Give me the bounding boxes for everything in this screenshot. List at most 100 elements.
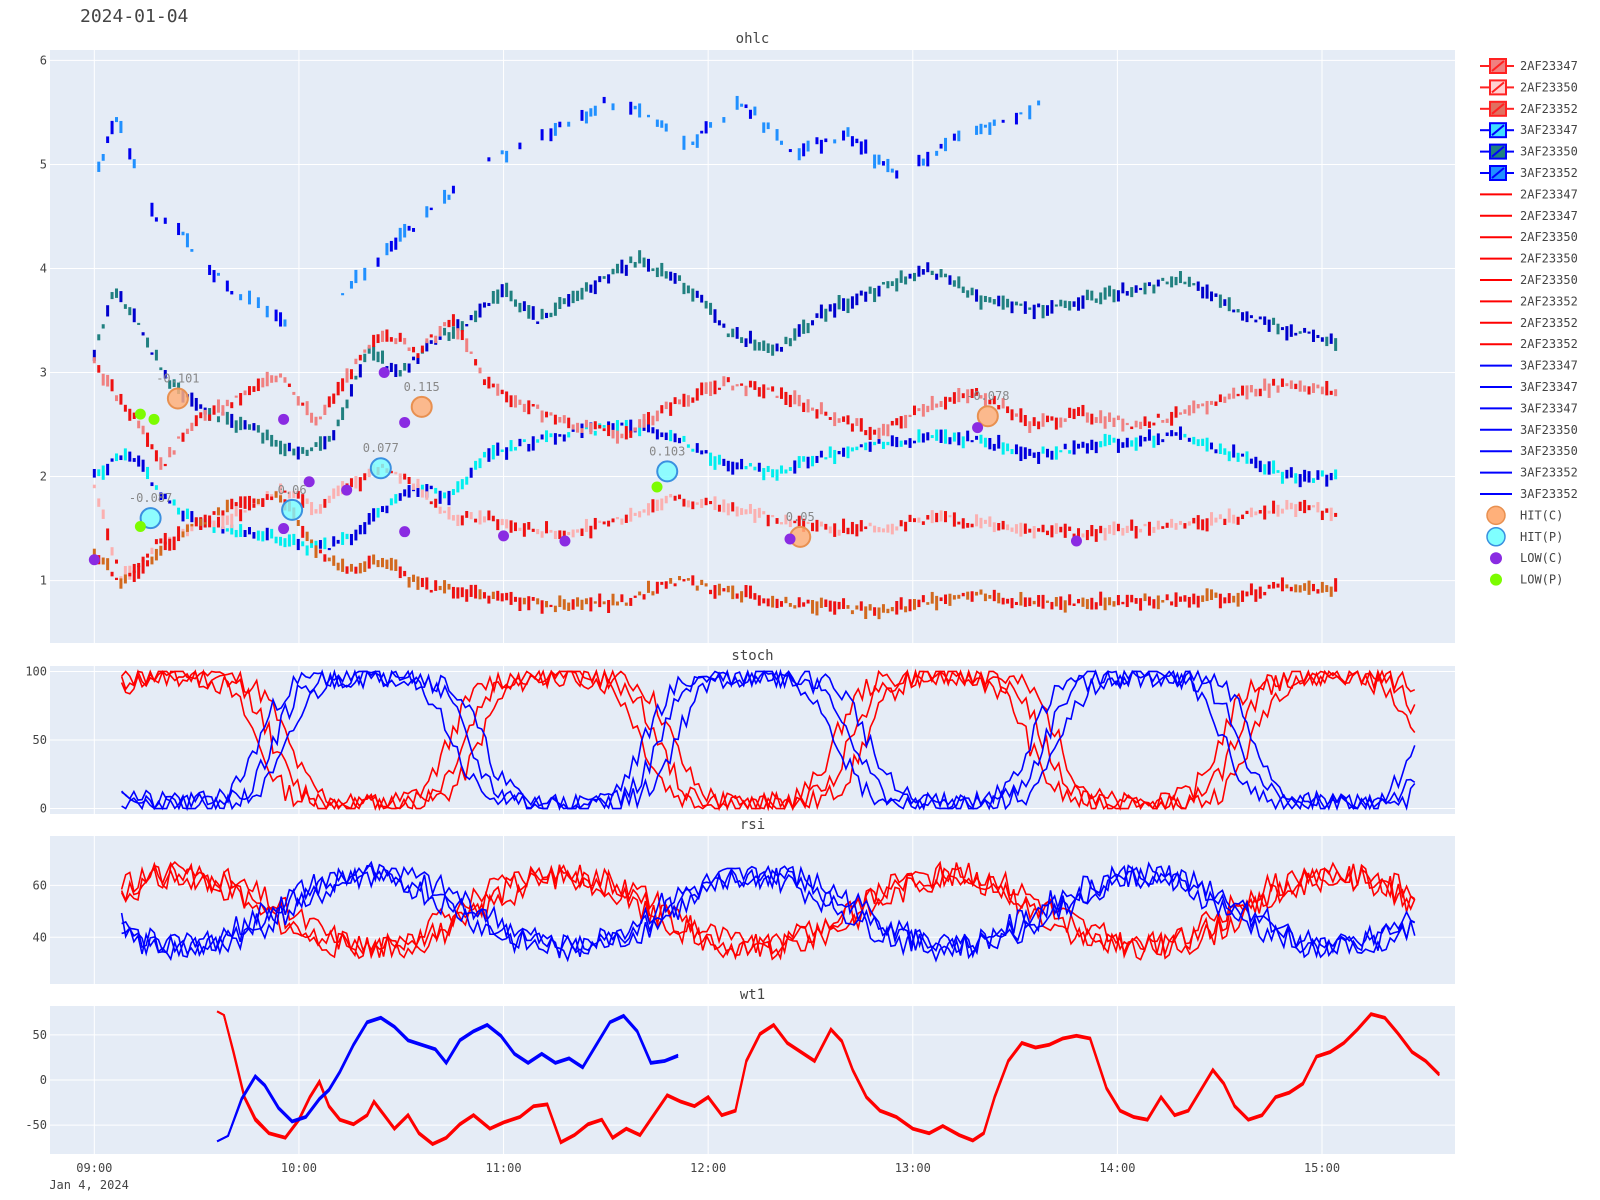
ohlc-bar — [842, 298, 846, 311]
ohlc-bar — [992, 395, 996, 405]
ohlc-bar — [491, 444, 495, 460]
ohlc-bar — [1045, 530, 1049, 536]
x-tick-label: 14:00 — [1099, 1161, 1135, 1175]
ohlc-bar — [1090, 597, 1094, 610]
ohlc-bar — [154, 485, 158, 490]
ohlc-bar — [788, 394, 792, 408]
ohlc-bar — [735, 462, 739, 470]
ohlc-bar — [793, 460, 797, 474]
ohlc-bar — [638, 103, 642, 118]
ohlc-bar — [558, 434, 562, 437]
ohlc-bar — [731, 385, 735, 391]
ohlc-bar — [412, 346, 416, 353]
ohlc-bar — [1063, 443, 1067, 450]
ohlc-bar — [1334, 338, 1338, 351]
ohlc-bar — [975, 125, 979, 135]
ohlc-bar — [1196, 515, 1200, 530]
ohlc-bar — [1334, 512, 1338, 517]
ohlc-bar — [1232, 595, 1236, 603]
ohlc-bar — [775, 598, 779, 609]
ohlc-bar — [212, 405, 216, 415]
ohlc-bar — [1112, 289, 1116, 303]
ohlc-bar — [1320, 386, 1324, 395]
ohlc-bar — [873, 525, 877, 533]
ohlc-bar — [270, 528, 274, 539]
ohlc-bar — [412, 227, 416, 232]
ohlc-bar — [327, 557, 331, 562]
ohlc-bar — [518, 527, 522, 531]
ohlc-bar — [793, 520, 797, 524]
ohlc-bar — [1019, 446, 1023, 462]
ohlc-bar — [859, 418, 863, 432]
ohlc-bar — [1001, 398, 1005, 409]
ohlc-bar — [819, 521, 823, 527]
ohlc-bar — [584, 518, 588, 532]
ohlc-bar — [624, 514, 628, 523]
ohlc-bar — [744, 385, 748, 397]
ohlc-bar — [1249, 315, 1253, 319]
y-tick-label: 0 — [40, 802, 47, 816]
legend-label: LOW(C) — [1520, 551, 1563, 565]
legend-label: 2AF23350 — [1520, 252, 1578, 266]
ohlc-bar — [1258, 586, 1262, 599]
ohlc-bar — [150, 547, 154, 555]
ohlc-bar — [904, 414, 908, 429]
ohlc-bar — [367, 468, 371, 478]
ohlc-bar — [762, 468, 766, 481]
hit-annotation: 0.103 — [649, 444, 685, 458]
ohlc-bar — [1068, 526, 1072, 531]
ohlc-bar — [673, 397, 677, 405]
ohlc-bar — [864, 139, 868, 154]
legend-item: HIT(P) — [1486, 527, 1563, 547]
ohlc-bar — [740, 337, 744, 344]
ohlc-bar — [1223, 396, 1227, 403]
ohlc-bar — [1307, 505, 1311, 511]
ohlc-bar — [997, 523, 1001, 531]
ohlc-bar — [496, 442, 500, 456]
ohlc-bar — [992, 589, 996, 602]
ohlc-bar — [279, 483, 283, 496]
ohlc-bar — [748, 109, 752, 119]
ohlc-bar — [429, 501, 433, 505]
ohlc-bar — [1014, 413, 1018, 417]
ohlc-bar — [762, 598, 766, 604]
ohlc-bar — [979, 589, 983, 595]
ohlc-bar — [132, 458, 136, 462]
legend-item: 2AF23347 — [1480, 209, 1578, 223]
ohlc-bar — [988, 437, 992, 450]
legend-label: 3AF23347 — [1520, 401, 1578, 415]
ohlc-bar — [358, 354, 362, 361]
ohlc-bar — [376, 351, 380, 363]
ohlc-bar — [265, 305, 269, 318]
ohlc-bar — [154, 548, 158, 561]
ohlc-bar — [398, 332, 402, 342]
ohlc-bar — [509, 440, 513, 452]
ohlc-bar — [935, 150, 939, 156]
ohlc-bar — [669, 429, 673, 442]
ohlc-bar — [850, 296, 854, 309]
ohlc-bar — [740, 103, 744, 107]
ohlc-bar — [527, 596, 531, 611]
ohlc-bar — [1201, 438, 1205, 446]
legend-item: 2AF23350 — [1480, 252, 1578, 266]
ohlc-bar — [177, 436, 181, 439]
ohlc-bar — [567, 294, 571, 307]
ohlc-bar — [416, 478, 420, 489]
ohlc-bar — [611, 103, 615, 111]
ohlc-bar — [917, 599, 921, 608]
legend-label: 3AF23347 — [1520, 380, 1578, 394]
ohlc-bar — [1218, 394, 1222, 403]
ohlc-bar — [394, 364, 398, 378]
ohlc-bar — [1108, 525, 1112, 534]
ohlc-bar — [1205, 588, 1209, 602]
ohlc-bar — [398, 566, 402, 579]
ohlc-bar — [101, 465, 105, 480]
ohlc-bar — [682, 393, 686, 407]
ohlc-bar — [833, 139, 837, 144]
ohlc-bar — [700, 294, 704, 303]
ohlc-bar — [403, 337, 407, 345]
ohlc-bar — [451, 586, 455, 599]
ohlc-bar — [451, 515, 455, 521]
ohlc-bar — [1245, 451, 1249, 464]
ohlc-bar — [1263, 378, 1267, 391]
